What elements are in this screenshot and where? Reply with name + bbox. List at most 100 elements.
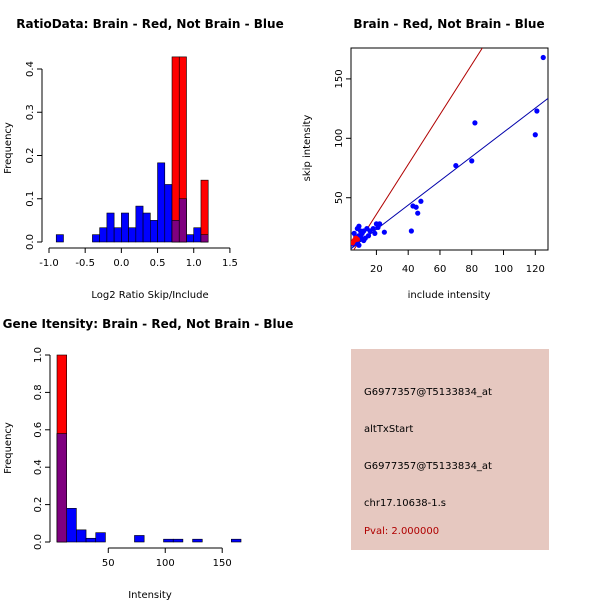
gene-blue-bar [66,508,77,543]
scatter-plot-area [351,48,548,250]
scatter-y-tick-label: 100 [334,129,345,148]
ratio-red-bar [171,56,180,243]
ratio-chart-title: RatioData: Brain - Red, Not Brain - Blue [16,17,283,31]
scatter-x-tick-label: 80 [465,264,478,275]
ratio-blue-bar [142,212,151,243]
scatter-y-tick-label: 150 [334,69,345,88]
ratio-histogram: 0.0 0.1 0.2 0.3 0.4 -1.0 -0.5 0.0 0.5 1.0 1.5 [25,56,238,269]
scatter-x-label: include intensity [408,290,491,301]
ratio-blue-bar [157,162,166,243]
gene-x-label: Intensity [128,590,172,600]
scatter-point-not-brain [376,221,383,227]
ratio-x-tick-label: -1.0 [39,258,59,269]
probe-id: G6977357@T5133834_at [364,387,492,398]
ratio-blue-bar [113,227,122,243]
ratio-blue-bar [106,212,115,243]
ratio-y-label: Frequency [3,122,14,174]
gene-x-tick-label: 100 [156,558,175,569]
ratio-y-tick-label: 0.3 [25,104,36,120]
ratio-x-tick-label: -0.5 [75,258,95,269]
ratio-x-tick-label: 1.5 [222,258,238,269]
ratio-overlap-bar [171,220,180,243]
probe-id-repeat: G6977357@T5133834_at [364,461,492,472]
scatter-not-brain-fit-line [351,98,548,250]
scatter-point-not-brain [469,158,475,164]
scatter-point-not-brain [408,228,414,234]
cluster-id: chr17.10638-1.s [364,498,447,509]
scatter-y-tick-label: 50 [334,191,345,204]
gene-x-tick-label: 50 [102,558,115,569]
ratio-x-tick-label: 0.5 [150,258,166,269]
ratio-red-bar [200,179,209,243]
scatter-x-tick-label: 100 [494,264,513,275]
ratio-blue-bar [186,234,195,243]
gene-histogram: 0.0 0.2 0.4 0.6 0.8 1.0 50 100 150 [33,347,242,569]
scatter-x-tick-label: 60 [434,264,447,275]
scatter-chart-title: Brain - Red, Not Brain - Blue [353,17,544,31]
gene-blue-bar [134,535,145,543]
ratio-blue-bar [135,205,144,243]
scatter-plot-frame [350,47,549,251]
gene-chart-title: Gene Itensity: Brain - Red, Not Brain - … [3,317,294,331]
scatter-point-brain [354,236,360,242]
scatter-point-not-brain [362,235,368,241]
scatter-point-not-brain [361,228,367,234]
ratio-y-tick-label: 0.0 [25,234,36,250]
gene-y-tick-label: 0.6 [33,422,44,438]
gene-blue-bar [192,538,203,543]
ratio-blue-bar [99,227,108,243]
gene-blue-bar [163,538,174,543]
gene-blue-bar [95,532,106,543]
event-type: altTxStart [364,424,414,435]
gene-y-tick-label: 0.2 [33,497,44,513]
ratio-blue-bar [55,234,64,243]
ratio-y-tick-label: 0.1 [25,191,36,207]
gene-y-tick-label: 0.8 [33,384,44,400]
intensity-scatter: 20 40 60 80 100 120 50 100 150 [334,47,549,275]
ratio-x-label: Log2 Ratio Skip/Include [91,290,208,301]
scatter-y-label: skip intensity [302,115,313,182]
scatter-point-not-brain [532,132,538,138]
gene-y-tick-label: 0.0 [33,534,44,550]
scatter-point-not-brain [534,108,540,114]
scatter-x-tick-label: 40 [402,264,415,275]
ratio-x-tick-label: 0.0 [113,258,129,269]
ratio-x-tick-label: 1.0 [186,258,202,269]
ratio-blue-bar [128,227,137,243]
gene-y-tick-label: 1.0 [33,347,44,363]
scatter-x-tick-label: 20 [370,264,383,275]
ratio-blue-bar [193,227,202,243]
scatter-point-not-brain [413,204,419,210]
gene-y-tick-label: 0.4 [33,459,44,475]
scatter-brain-fit-line [353,48,483,250]
scatter-x-tick-label: 120 [526,264,545,275]
scatter-point-not-brain [540,54,546,61]
scatter-point-not-brain [354,226,360,232]
ratio-overlap-bar [178,198,187,243]
scatter-point-not-brain [418,198,424,204]
gene-blue-bar [76,529,87,543]
gene-x-tick-label: 150 [213,558,232,569]
gene-blue-bar [85,537,97,543]
ratio-blue-bar [92,234,100,243]
scatter-point-not-brain [356,242,362,248]
scatter-point-not-brain [381,229,387,235]
gene-overlap-bar [56,433,67,543]
scatter-point-not-brain [415,210,421,216]
gene-blue-bar [172,538,184,543]
probe-info-box: G6977357@T5133834_at altTxStart G6977357… [351,349,549,550]
pval-text: Pval: 2.000000 [364,526,440,537]
scatter-point-not-brain [472,120,478,126]
scatter-point-not-brain [370,226,376,232]
ratio-y-tick-label: 0.2 [25,148,36,164]
ratio-y-tick-label: 0.4 [25,61,36,77]
gene-y-label: Frequency [3,422,14,474]
ratio-blue-bar [164,184,173,243]
gene-blue-bar [231,538,242,543]
scatter-point-not-brain [453,163,459,169]
ratio-blue-bar [121,212,129,243]
ratio-blue-bar [150,220,158,243]
scatter-point-not-brain [372,230,378,236]
ratio-overlap-bar [200,234,209,243]
